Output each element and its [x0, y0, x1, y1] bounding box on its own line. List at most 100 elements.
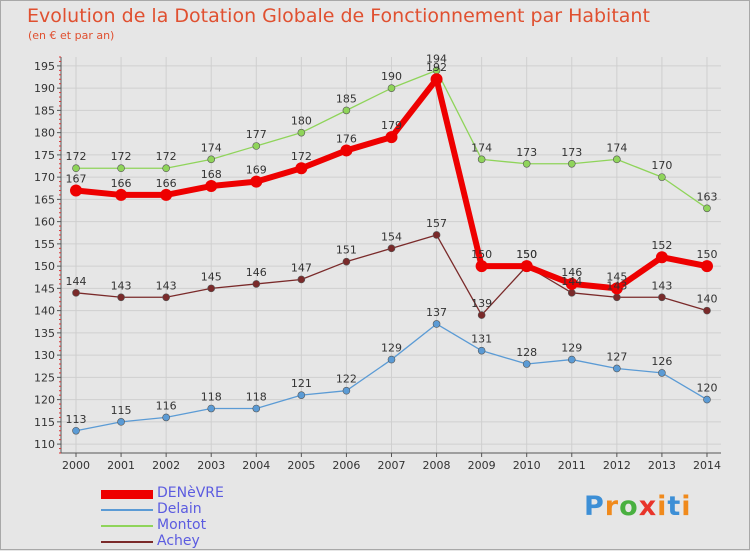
y-tick-label: 175	[34, 149, 55, 162]
data-label: 140	[696, 293, 717, 306]
data-point	[387, 355, 396, 364]
data-label: 129	[381, 342, 402, 355]
data-label: 179	[381, 119, 402, 132]
data-label: 143	[156, 279, 177, 292]
data-label: 145	[606, 270, 627, 283]
data-point	[340, 144, 353, 157]
data-label: 170	[651, 159, 672, 172]
data-point	[252, 142, 261, 150]
data-point	[205, 180, 218, 193]
data-point	[295, 162, 308, 175]
data-label: 154	[381, 230, 402, 243]
data-label: 122	[336, 373, 357, 386]
data-point	[72, 164, 80, 173]
data-label: 163	[696, 190, 717, 203]
data-label: 190	[381, 70, 402, 83]
data-label: 146	[561, 266, 582, 279]
y-tick-label: 195	[34, 60, 55, 73]
data-label: 139	[471, 297, 492, 310]
data-label: 172	[156, 150, 177, 163]
data-point	[430, 73, 443, 86]
data-point	[70, 184, 82, 197]
data-label: 185	[336, 92, 357, 105]
data-label: 176	[336, 132, 357, 145]
y-tick-label: 120	[34, 394, 55, 407]
data-label: 174	[606, 141, 627, 154]
proxiti-logo: Proxiti	[584, 491, 692, 522]
data-label: 151	[336, 244, 357, 257]
data-point	[297, 128, 306, 137]
data-point	[162, 293, 170, 302]
data-label: 192	[426, 61, 447, 74]
data-label: 121	[291, 377, 312, 390]
data-label: 126	[651, 355, 672, 368]
legend-label: Delain	[157, 501, 202, 517]
x-tick-label: 2002	[152, 459, 180, 472]
data-label: 137	[426, 306, 447, 319]
data-point	[658, 369, 666, 377]
data-point	[162, 413, 170, 422]
data-point	[703, 204, 711, 213]
data-label: 169	[246, 164, 267, 177]
data-label: 150	[516, 248, 537, 261]
data-point	[432, 231, 441, 239]
x-tick-label: 2013	[648, 459, 676, 472]
legend-swatch	[101, 509, 153, 511]
data-point	[613, 155, 621, 164]
data-label: 113	[66, 413, 87, 426]
data-point	[160, 188, 173, 201]
y-tick-label: 110	[34, 438, 55, 451]
data-point	[565, 277, 578, 290]
x-tick-label: 2012	[603, 459, 631, 472]
chart-subtitle: (en € et par an)	[28, 29, 115, 42]
data-label: 143	[111, 279, 132, 292]
data-label: 180	[291, 115, 312, 128]
data-label: 167	[66, 172, 87, 185]
data-point	[520, 260, 533, 273]
x-tick-label: 2011	[558, 459, 586, 472]
data-point	[522, 360, 531, 368]
data-label: 118	[246, 391, 267, 404]
y-tick-label: 135	[34, 327, 55, 340]
y-tick-label: 125	[34, 371, 55, 384]
data-label: 118	[201, 391, 222, 404]
data-point	[700, 260, 713, 273]
y-tick-label: 165	[34, 193, 55, 206]
data-point	[477, 155, 486, 164]
data-label: 146	[246, 266, 267, 279]
data-point	[252, 280, 261, 288]
y-tick-label: 115	[34, 416, 55, 429]
legend-label: Achey	[157, 533, 200, 549]
data-label: 145	[201, 270, 222, 283]
legend-swatch	[101, 489, 153, 499]
data-point	[658, 173, 666, 181]
data-label: 116	[156, 399, 177, 412]
x-tick-label: 2003	[197, 459, 225, 472]
data-label: 147	[291, 261, 312, 274]
data-label: 131	[471, 333, 492, 346]
data-label: 144	[66, 275, 87, 288]
y-tick-label: 185	[34, 104, 55, 117]
x-tick-label: 2009	[468, 459, 496, 472]
data-label: 143	[651, 279, 672, 292]
data-label: 115	[111, 404, 132, 417]
data-point	[387, 244, 396, 253]
data-label: 173	[516, 146, 537, 159]
data-point	[522, 159, 531, 168]
data-label: 168	[201, 168, 222, 181]
x-tick-label: 2001	[107, 459, 135, 472]
data-point	[207, 284, 216, 293]
data-point	[250, 175, 263, 188]
data-point	[72, 289, 80, 297]
data-label: 143	[606, 279, 627, 292]
legend-swatch	[101, 541, 153, 543]
x-tick-label: 2010	[513, 459, 541, 472]
data-point	[610, 282, 623, 295]
data-label: 166	[111, 177, 132, 190]
data-label: 152	[651, 239, 672, 252]
data-point	[567, 289, 576, 297]
x-tick-label: 2007	[377, 459, 405, 472]
data-point	[703, 306, 711, 315]
